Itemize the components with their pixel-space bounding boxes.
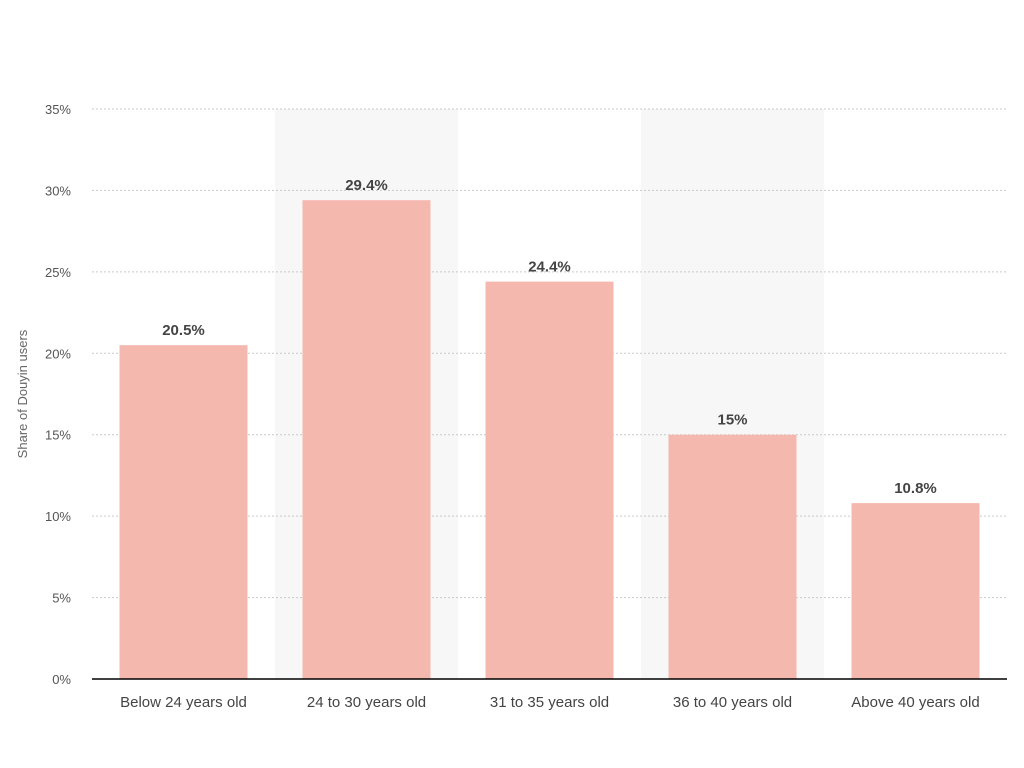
data-label: 29.4% xyxy=(345,177,388,194)
y-tick-label: 15% xyxy=(45,428,71,443)
x-tick-label: 31 to 35 years old xyxy=(490,694,609,711)
data-label: 15% xyxy=(717,412,747,429)
bar xyxy=(302,200,431,679)
y-tick-label: 35% xyxy=(45,102,71,117)
x-tick-label: Below 24 years old xyxy=(120,694,247,711)
y-tick-label: 5% xyxy=(52,591,71,606)
data-label: 20.5% xyxy=(162,322,205,339)
x-tick-label: 36 to 40 years old xyxy=(673,694,792,711)
x-tick-label: 24 to 30 years old xyxy=(307,694,426,711)
y-axis-label: Share of Douyin users xyxy=(15,329,30,458)
bar xyxy=(851,503,980,679)
data-label: 24.4% xyxy=(528,259,571,276)
data-label: 10.8% xyxy=(894,480,937,497)
x-axis-ticks: Below 24 years old 24 to 30 years old 31 t… xyxy=(120,694,980,711)
y-tick-label: 0% xyxy=(52,672,71,687)
bars xyxy=(119,200,980,679)
y-axis-ticks: 0% 5% 10% 15% 20% 25% 30% 35% xyxy=(45,102,71,687)
y-tick-label: 10% xyxy=(45,509,71,524)
y-tick-label: 30% xyxy=(45,183,71,198)
x-tick-label: Above 40 years old xyxy=(851,694,979,711)
y-tick-label: 25% xyxy=(45,265,71,280)
bar xyxy=(668,434,797,679)
y-tick-label: 20% xyxy=(45,346,71,361)
data-labels: 20.5% 29.4% 24.4% 15% 10.8% xyxy=(162,177,937,497)
bar xyxy=(119,345,248,679)
bar xyxy=(485,281,614,679)
